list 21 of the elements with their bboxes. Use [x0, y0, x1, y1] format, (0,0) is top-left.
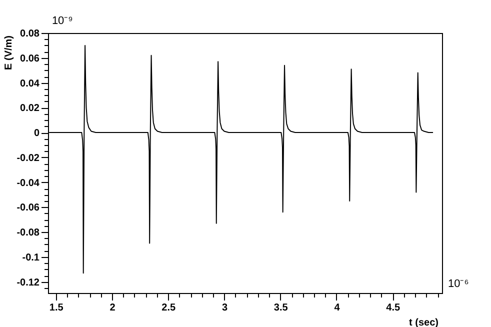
x-tick-label: 3	[222, 302, 228, 314]
x-tick-label: 2	[110, 302, 116, 314]
y-tick-label: -0.02	[16, 152, 40, 164]
x-tick-label: 1.5	[49, 302, 64, 314]
y-tick-label: -0.04	[16, 178, 40, 189]
y-tick-label: -0.06	[16, 202, 40, 214]
x-tick-label: 4.5	[386, 302, 400, 314]
x-tick-label: 2.5	[162, 302, 176, 314]
x-tick-label: 3.5	[274, 302, 288, 314]
y-axis-title: E (V/m)	[4, 36, 14, 70]
y-tick-label: 0.08	[20, 28, 40, 40]
text: 10⁻⁹	[52, 15, 73, 27]
x-tick-label: 4	[334, 302, 340, 314]
text: 10⁻⁶	[448, 278, 469, 290]
y-tick-label: 0.04	[20, 78, 40, 90]
y-tick-label: 0.06	[20, 53, 40, 64]
y-tick-label: 0.02	[20, 103, 40, 114]
y-tick-label: -0.12	[16, 277, 40, 288]
y-tick-label: -0.08	[16, 228, 40, 239]
y-tick-label: 0	[34, 128, 40, 140]
y-tick-label: -0.1	[22, 252, 40, 264]
